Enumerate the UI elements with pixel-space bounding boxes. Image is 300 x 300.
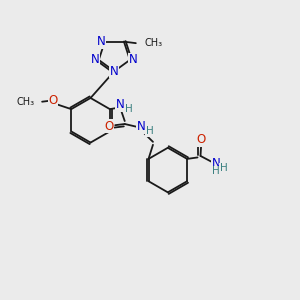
Text: N: N — [110, 65, 119, 78]
Text: N: N — [212, 157, 220, 170]
Text: N: N — [137, 121, 146, 134]
Text: H: H — [212, 167, 220, 176]
Text: N: N — [91, 53, 100, 66]
Text: N: N — [129, 53, 138, 66]
Text: CH₃: CH₃ — [17, 97, 35, 107]
Text: O: O — [48, 94, 57, 107]
Text: O: O — [196, 133, 206, 146]
Text: H: H — [125, 104, 133, 114]
Text: CH₃: CH₃ — [145, 38, 163, 48]
Text: N: N — [97, 35, 106, 48]
Text: N: N — [116, 98, 124, 111]
Text: H: H — [146, 126, 153, 136]
Text: O: O — [104, 120, 114, 133]
Text: H: H — [220, 164, 228, 173]
